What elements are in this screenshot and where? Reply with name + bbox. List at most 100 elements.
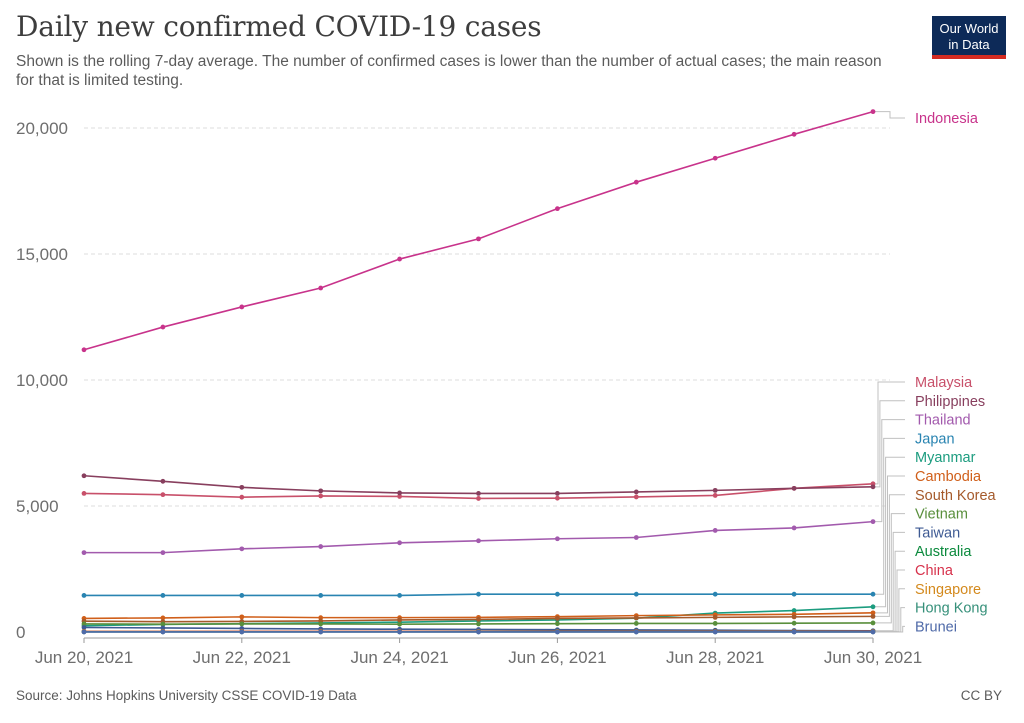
series-labels[interactable]: Indonesia Malaysia Philippines Thailand Japa… [915, 111, 997, 635]
data-point [160, 492, 166, 498]
data-point [397, 593, 402, 598]
data-point [318, 629, 324, 635]
series-label[interactable]: Malaysia [915, 375, 973, 391]
series-label[interactable]: Indonesia [915, 111, 979, 127]
series-philippines [81, 473, 876, 496]
data-point [712, 528, 718, 533]
data-point [397, 621, 402, 627]
data-point [397, 256, 402, 262]
owid-logo[interactable]: Our World in Data [932, 16, 1006, 59]
y-tick-label: 10,000 [16, 371, 68, 390]
data-point [633, 615, 639, 621]
leader-line [873, 437, 905, 595]
data-point [239, 621, 245, 627]
data-point [476, 236, 481, 242]
data-point [870, 109, 876, 115]
data-point [318, 285, 324, 291]
data-point [160, 629, 166, 635]
data-point [870, 610, 876, 616]
series-vietnam [81, 620, 876, 627]
leader-line [873, 475, 905, 614]
data-point [476, 591, 481, 597]
series-line [84, 520, 874, 554]
x-tick-label: Jun 30, 2021 [824, 648, 922, 667]
data-point [160, 478, 166, 484]
axes: 0 5,000 10,000 15,000 20,000 Jun 20, 2021 Jun … [16, 119, 922, 667]
chart-subtitle: Shown is the rolling 7-day average. The … [16, 53, 882, 89]
series-japan [81, 591, 876, 598]
series-label[interactable]: Taiwan [915, 525, 960, 541]
data-point [397, 617, 402, 623]
leader-line [873, 513, 905, 624]
x-tick-label: Jun 22, 2021 [193, 648, 291, 667]
series-label[interactable]: Philippines [915, 394, 985, 410]
data-point [81, 491, 87, 496]
data-point [555, 629, 560, 635]
data-point [397, 494, 402, 499]
leader-line [873, 531, 905, 632]
series-label[interactable]: Brunei [915, 619, 957, 635]
data-point [160, 550, 166, 556]
series-label[interactable]: Cambodia [915, 469, 982, 485]
data-point [81, 629, 87, 635]
data-point [476, 621, 481, 627]
data-point [791, 620, 797, 626]
data-point [555, 615, 560, 621]
series-label[interactable]: Hong Kong [915, 601, 988, 617]
license-link[interactable]: CC BY [960, 688, 1002, 703]
data-point [633, 489, 639, 495]
label-leader-lines [873, 111, 905, 633]
series-indonesia [81, 109, 876, 353]
leader-line [873, 381, 905, 485]
series-label[interactable]: Thailand [915, 413, 971, 429]
data-point [160, 621, 166, 627]
data-point [633, 621, 639, 626]
series-label[interactable]: Vietnam [915, 507, 968, 523]
series-label[interactable]: Japan [915, 431, 955, 447]
data-point [555, 495, 560, 501]
series-label[interactable]: Singapore [915, 582, 981, 598]
leader-line [873, 494, 905, 617]
gridlines [84, 127, 890, 507]
data-point [239, 494, 245, 500]
y-tick-label: 5,000 [16, 497, 59, 516]
data-point [318, 621, 324, 627]
data-point [633, 591, 639, 597]
data-point [318, 493, 324, 499]
data-point [555, 591, 560, 597]
series-malaysia [81, 481, 876, 501]
y-tick-label: 15,000 [16, 245, 68, 264]
series-line [83, 474, 874, 495]
leader-line [873, 400, 905, 488]
series-label[interactable]: Australia [915, 544, 972, 560]
data-point [712, 614, 718, 620]
y-tick-label: 0 [16, 623, 25, 642]
data-point [791, 608, 797, 613]
data-point [712, 591, 718, 597]
data-point [476, 617, 481, 622]
data-point [712, 155, 718, 161]
series-line [83, 110, 874, 351]
data-point [870, 484, 876, 490]
data-point [239, 304, 245, 310]
source-note[interactable]: Source: Johns Hopkins University CSSE CO… [16, 688, 357, 703]
logo-line-2: in Data [948, 37, 990, 52]
data-point [555, 536, 560, 542]
data-point [476, 496, 481, 501]
series-label[interactable]: China [915, 563, 954, 579]
data-point [81, 625, 87, 630]
data-point [712, 487, 718, 493]
data-point [476, 491, 481, 496]
data-point [397, 490, 402, 496]
x-tick-label: Jun 26, 2021 [508, 648, 606, 667]
x-tick-label: Jun 20, 2021 [35, 648, 133, 667]
series-label[interactable]: South Korea [915, 488, 997, 504]
data-point [791, 591, 797, 597]
series-label[interactable]: Myanmar [915, 450, 976, 466]
data-point [318, 544, 324, 549]
data-point [633, 629, 639, 635]
data-point [81, 347, 87, 353]
data-point [791, 485, 797, 491]
data-point [81, 473, 87, 479]
series-lines [81, 109, 876, 635]
